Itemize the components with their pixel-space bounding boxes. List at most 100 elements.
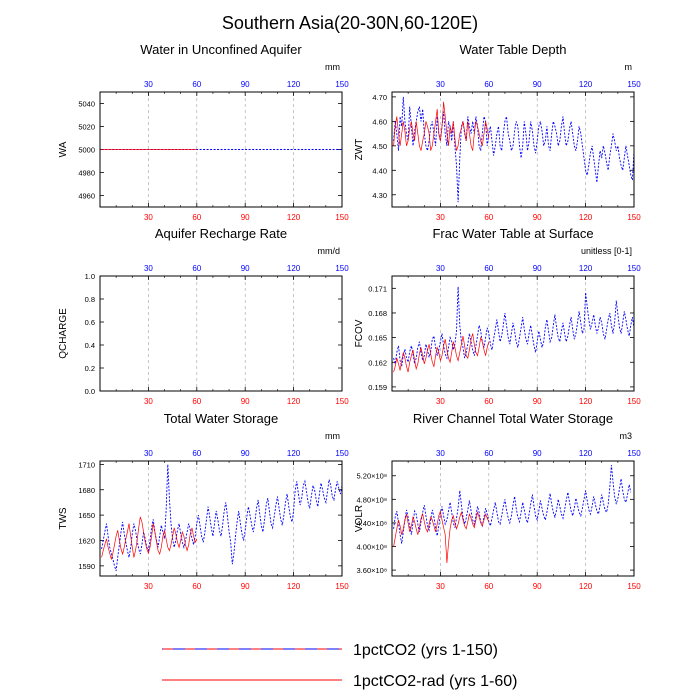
panel-qcharge: Aquifer Recharge Rate mm/d QCHARGE 30 30 60 60… [58, 226, 349, 406]
plot-frame [99, 460, 343, 577]
x-tick-label: 30 [436, 213, 445, 222]
x-tick-label-top: 60 [192, 449, 201, 458]
x-tick-label-top: 30 [436, 264, 445, 273]
x-tick-label-top: 30 [144, 449, 153, 458]
y-tick-label: 5000 [78, 146, 95, 155]
x-tick-label: 90 [241, 397, 250, 406]
x-tick-label-top: 60 [192, 80, 201, 89]
y-axis-label: WA [58, 141, 69, 157]
plot-frame [391, 275, 635, 392]
plot-frame [99, 91, 343, 208]
y-axis-label: FCOV [354, 319, 365, 347]
x-tick-label: 150 [627, 397, 641, 406]
series-line-1pctco2-rad [101, 516, 198, 561]
x-tick-label: 150 [335, 397, 349, 406]
x-tick-label: 90 [241, 213, 250, 222]
x-tick-label-top: 150 [627, 449, 641, 458]
panel-title: River Channel Total Water Storage [413, 411, 613, 426]
panel-tws: Total Water Storage mm TWS 30 30 60 60 90 90 120 1… [58, 411, 349, 591]
y-axis-label: VOLR [354, 505, 365, 532]
x-tick-label: 60 [192, 582, 201, 591]
y-axis-label: ZWT [354, 139, 365, 161]
x-tick-label: 120 [287, 582, 301, 591]
x-tick-label: 60 [484, 213, 493, 222]
x-tick-label-top: 30 [144, 264, 153, 273]
x-tick-label-top: 60 [484, 449, 493, 458]
x-tick-label: 30 [144, 397, 153, 406]
x-tick-label-top: 60 [192, 264, 201, 273]
x-tick-label-top: 90 [241, 264, 250, 273]
x-tick-label-top: 90 [241, 80, 250, 89]
x-tick-label: 150 [627, 213, 641, 222]
y-tick-label: 0.171 [368, 284, 387, 293]
panel-fcov: Frac Water Table at Surface unitless [0-1… [354, 226, 641, 406]
y-tick-label: 4.80×10⁸ [357, 495, 387, 504]
x-tick-label-top: 30 [436, 449, 445, 458]
x-tick-label: 30 [436, 397, 445, 406]
unit-label: unitless [0-1] [581, 246, 632, 256]
unit-label: mm/d [318, 246, 341, 256]
panel-title: Total Water Storage [164, 411, 278, 426]
x-tick-label-top: 120 [579, 449, 593, 458]
panel-title: Water Table Depth [460, 42, 567, 57]
y-tick-label: 1590 [78, 562, 95, 571]
x-tick-label-top: 120 [287, 449, 301, 458]
series-line-1pctco2 [393, 96, 634, 203]
x-tick-label: 150 [335, 213, 349, 222]
y-tick-label: 4.50 [372, 142, 387, 151]
x-tick-label-top: 150 [627, 264, 641, 273]
x-tick-label-top: 60 [484, 264, 493, 273]
y-tick-label: 0.2 [85, 364, 95, 373]
y-tick-label: 5040 [78, 100, 95, 109]
x-tick-label: 60 [484, 582, 493, 591]
x-tick-label-top: 90 [533, 80, 542, 89]
legend-label-1pctCO2-rad: 1pctCO2-rad (yrs 1-60) [353, 673, 518, 690]
panel-title: Frac Water Table at Surface [432, 226, 593, 241]
x-tick-label: 30 [436, 582, 445, 591]
x-tick-label-top: 150 [335, 80, 349, 89]
x-tick-label: 60 [192, 397, 201, 406]
panel-wa: Water in Unconfined Aquifer mm WA 30 30 60 60 9… [58, 42, 349, 222]
x-tick-label-top: 90 [241, 449, 250, 458]
unit-label: mm [325, 62, 340, 72]
y-tick-label: 0.168 [368, 309, 387, 318]
y-tick-label: 4.70 [372, 93, 387, 102]
y-tick-label: 4980 [78, 169, 95, 178]
series-line-1pctco2 [393, 286, 634, 367]
y-tick-label: 4.40×10⁸ [357, 519, 387, 528]
y-axis-label: QCHARGE [58, 308, 69, 359]
x-tick-label-top: 120 [287, 80, 301, 89]
legend: 1pctCO2 (yrs 1-150) 1pctCO2-rad (yrs 1-6… [162, 642, 518, 690]
plot-frame [391, 91, 635, 208]
plot-frame [99, 275, 343, 392]
unit-label: m [625, 62, 633, 72]
x-tick-label-top: 150 [335, 449, 349, 458]
y-tick-label: 5020 [78, 123, 95, 132]
x-tick-label: 90 [533, 397, 542, 406]
x-tick-label: 150 [335, 582, 349, 591]
y-tick-label: 1710 [78, 460, 95, 469]
series-line-1pctco2-rad [393, 333, 490, 373]
x-tick-label: 120 [579, 582, 593, 591]
y-tick-label: 1650 [78, 511, 95, 520]
x-tick-label: 120 [287, 397, 301, 406]
x-tick-label: 120 [579, 213, 593, 222]
x-tick-label: 60 [484, 397, 493, 406]
x-tick-label-top: 150 [627, 80, 641, 89]
y-tick-label: 0.165 [368, 334, 387, 343]
main-title: Southern Asia(20-30N,60-120E) [222, 13, 478, 33]
y-tick-label: 0.0 [85, 387, 95, 396]
x-tick-label-top: 60 [484, 80, 493, 89]
x-tick-label: 90 [533, 582, 542, 591]
y-tick-label: 0.159 [368, 383, 387, 392]
y-tick-label: 1620 [78, 536, 95, 545]
x-tick-label-top: 30 [144, 80, 153, 89]
panel-volr: River Channel Total Water Storage m3 VOLR 3… [354, 411, 641, 591]
y-tick-label: 0.4 [85, 341, 95, 350]
y-tick-label: 0.8 [85, 295, 95, 304]
x-tick-label: 60 [192, 213, 201, 222]
y-tick-label: 4960 [78, 192, 95, 201]
x-tick-label: 120 [579, 397, 593, 406]
y-tick-label: 4.60 [372, 117, 387, 126]
